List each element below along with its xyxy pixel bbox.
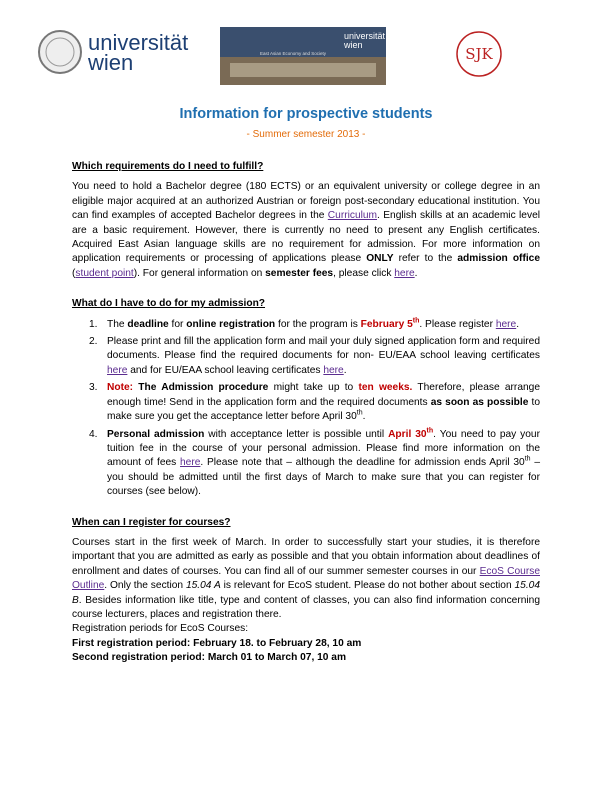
text: .: [343, 364, 347, 376]
marker: 2.: [89, 336, 98, 348]
text: for the program is: [275, 318, 361, 330]
link[interactable]: Curriculum: [327, 210, 378, 222]
link[interactable]: here: [394, 267, 415, 279]
link[interactable]: student point: [75, 267, 134, 279]
text: February 5: [360, 318, 413, 330]
section: When can I register for courses? Courses…: [72, 516, 540, 666]
text: ten weeks.: [358, 382, 413, 394]
list-item: 3. Note: The Admission procedure might ta…: [72, 381, 540, 424]
text: ). For general information on: [133, 267, 266, 279]
text: . Please note that – although the deadli…: [200, 457, 525, 469]
seal-ring: [45, 37, 75, 67]
banner-title: universität: [344, 31, 386, 41]
heading: What do I have to do for my admission?: [72, 298, 266, 310]
text: th: [412, 317, 420, 325]
paragraph: Courses start in the first week of March…: [72, 536, 540, 622]
text: with acceptance letter is possible until: [204, 428, 389, 440]
logo-text: universität: [88, 30, 188, 55]
list-item: 1. The deadline for online registration f…: [72, 317, 540, 332]
link[interactable]: EcoS Course Outline: [72, 565, 540, 592]
text: You need to hold a Bachelor degree (180 …: [72, 181, 540, 222]
text: Courses start in the first week of March…: [72, 536, 540, 577]
text: . English skills at an academic level ar…: [72, 210, 540, 265]
text: ONLY: [366, 253, 394, 265]
text: April 30: [388, 428, 427, 440]
text: Note:: [107, 382, 134, 394]
text: refer to the: [393, 253, 458, 265]
university-logo: universität wien: [38, 30, 188, 75]
logo-text: SJK: [465, 45, 493, 63]
text: The: [107, 318, 128, 330]
sjk-logo: SJK: [456, 31, 502, 77]
text: .: [362, 411, 366, 423]
link[interactable]: here: [323, 364, 344, 376]
text: The Admission procedure: [138, 382, 269, 394]
seal: [38, 30, 82, 74]
section: Which requirements do I need to fulfill?…: [72, 160, 540, 281]
text: th: [524, 455, 531, 463]
text: , please click: [333, 267, 395, 279]
logo-text: wien: [87, 50, 133, 75]
text: Personal admission: [107, 428, 205, 440]
text: online registration: [186, 318, 276, 330]
text-line: Registration periods for EcoS Courses:: [72, 623, 249, 635]
text: . Besides information like title, type a…: [72, 594, 540, 620]
paragraph: You need to hold a Bachelor degree (180 …: [72, 180, 540, 281]
marker: 1.: [89, 318, 98, 330]
text-line: Second registration period: March 01 to …: [72, 652, 347, 664]
list-item: 4. Personal admission with acceptance let…: [72, 427, 541, 500]
banner-title: wien: [343, 40, 363, 50]
section: What do I have to do for my admission? 1…: [72, 297, 540, 499]
text-line: First registration period: February 18. …: [72, 637, 362, 649]
text: for: [168, 318, 187, 330]
logo-ring: [456, 31, 502, 77]
heading: When can I register for courses?: [72, 516, 231, 528]
text: semester fees: [265, 267, 334, 279]
marker: 4.: [89, 428, 98, 440]
banner-facade: [230, 63, 376, 77]
text: and for EU/EAA school leaving certificat…: [127, 364, 324, 376]
text: . Please register: [419, 318, 496, 330]
content: Which requirements do I need to fulfill?…: [72, 160, 540, 682]
title: Information for prospective students: [179, 106, 433, 122]
text: – you should be admitted until the first…: [107, 457, 541, 498]
link[interactable]: here: [495, 318, 517, 330]
text: . You need to pay your tuition fee in th…: [107, 428, 540, 469]
subtitle: - Summer semester 2013 -: [246, 129, 366, 140]
text: Therefore, please arrange enough time! S…: [107, 382, 540, 408]
text: 15.04 A: [185, 580, 221, 592]
text: th: [426, 427, 434, 435]
list-item: 2. Please print and fill the application …: [72, 335, 540, 378]
text: 15.04 B: [72, 580, 541, 606]
text: deadline: [127, 318, 169, 330]
marker: 3.: [89, 382, 98, 394]
text: admission office: [457, 253, 540, 265]
text: th: [356, 409, 363, 417]
text: (: [72, 267, 76, 279]
text: Please print and fill the application fo…: [107, 336, 540, 362]
text: is relevant for EcoS student. Please do …: [220, 580, 515, 592]
text: . Only the section: [104, 580, 186, 592]
link[interactable]: here: [180, 457, 201, 469]
text: to make sure you get the acceptance lett…: [107, 396, 541, 423]
link[interactable]: here: [107, 364, 128, 376]
banner: universität wien East Asian Economy and …: [220, 27, 386, 85]
banner-caption: East Asian Economy and Society: [260, 51, 327, 56]
heading: Which requirements do I need to fulfill?: [72, 161, 264, 172]
text: might take up to: [268, 382, 359, 394]
text: .: [414, 267, 418, 279]
text: as soon as possible: [430, 396, 529, 408]
list: 1. The deadline for online registration f…: [72, 317, 541, 500]
text: .: [516, 318, 520, 330]
